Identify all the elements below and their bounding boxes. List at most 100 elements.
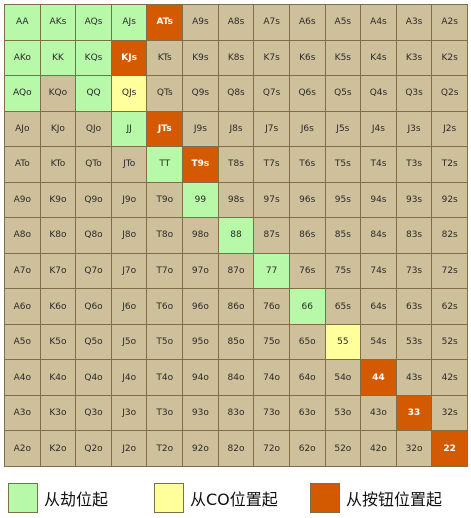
hand-cell: 93o — [182, 394, 219, 432]
hand-cell: 63s — [395, 288, 433, 325]
hand-cell: Q7o — [75, 252, 112, 290]
legend-swatch-button — [310, 483, 340, 513]
hand-cell: A9o — [4, 181, 41, 219]
hand-cell: 76s — [288, 252, 326, 290]
hand-cell: T7s — [253, 146, 290, 183]
hand-cell: A3s — [395, 4, 433, 41]
hand-cell: 55 — [324, 323, 362, 361]
hand-cell: 43o — [360, 394, 397, 432]
hand-cell: AQs — [75, 4, 112, 41]
legend-label-co: 从CO位置起 — [190, 490, 278, 509]
hand-cell: KTs — [146, 39, 184, 77]
legend-swatch-co — [154, 483, 184, 513]
hand-cell: 98s — [217, 181, 255, 219]
hand-cell: 98o — [182, 217, 219, 254]
hand-cell: T8o — [146, 217, 184, 254]
hand-cell: 32s — [431, 394, 468, 432]
hand-cell: A2o — [4, 430, 41, 467]
hand-cell: AJo — [4, 110, 41, 148]
hand-cell: Q4o — [75, 359, 112, 396]
hand-cell: QJs — [110, 75, 148, 112]
hand-cell: J6o — [110, 288, 148, 325]
hand-cell: K9s — [182, 39, 219, 77]
hand-cell: J7s — [253, 110, 290, 148]
hand-cell: A7s — [253, 4, 290, 41]
hand-cell: 64o — [288, 359, 326, 396]
hand-cell: 33 — [395, 394, 433, 432]
hand-cell: T5o — [146, 323, 184, 361]
hand-cell: 65s — [324, 288, 362, 325]
hand-cell: KQo — [39, 75, 77, 112]
hand-cell: Q2s — [431, 75, 468, 112]
hand-cell: J6s — [288, 110, 326, 148]
hand-cell: A6o — [4, 288, 41, 325]
hand-cell: A9s — [182, 4, 219, 41]
hand-cell: 85o — [217, 323, 255, 361]
hand-cell: Q7s — [253, 75, 290, 112]
hand-cell: K2o — [39, 430, 77, 467]
hand-cell: 62s — [431, 288, 468, 325]
hand-cell: Q5o — [75, 323, 112, 361]
hand-cell: J4o — [110, 359, 148, 396]
hand-cell: T9s — [182, 146, 219, 183]
hand-cell: 52o — [324, 430, 362, 467]
hand-cell: JTo — [110, 146, 148, 183]
hand-cell: QJo — [75, 110, 112, 148]
hand-cell: AKs — [39, 4, 77, 41]
hand-cell: 95o — [182, 323, 219, 361]
hand-cell: T2s — [431, 146, 468, 183]
hand-cell: 64s — [360, 288, 397, 325]
hand-cell: 74s — [360, 252, 397, 290]
hand-cell: 96s — [288, 181, 326, 219]
hand-cell: 83o — [217, 394, 255, 432]
hand-cell: AQo — [4, 75, 41, 112]
hand-cell: 96o — [182, 288, 219, 325]
hand-cell: T4s — [360, 146, 397, 183]
hand-cell: 53o — [324, 394, 362, 432]
legend-item-button: 从按钮位置起 — [310, 482, 442, 514]
hand-cell: A6s — [288, 4, 326, 41]
hand-cell: Q8s — [217, 75, 255, 112]
hand-cell: K7s — [253, 39, 290, 77]
hand-cell: 84o — [217, 359, 255, 396]
hand-cell: 74o — [253, 359, 290, 396]
legend-label-button: 从按钮位置起 — [346, 490, 443, 509]
hand-cell: K5s — [324, 39, 362, 77]
legend-label-early: 从劫位起 — [44, 490, 109, 509]
hand-cell: K3o — [39, 394, 77, 432]
hand-cell: JTs — [146, 110, 184, 148]
hand-cell: ATo — [4, 146, 41, 183]
hand-cell: 95s — [324, 181, 362, 219]
hand-cell: 77 — [253, 252, 290, 290]
hand-cell: AKo — [4, 39, 41, 77]
hand-cell: TT — [146, 146, 184, 183]
hand-cell: T6o — [146, 288, 184, 325]
hand-cell: 53s — [395, 323, 433, 361]
hand-cell: 82s — [431, 217, 468, 254]
hand-cell: Q5s — [324, 75, 362, 112]
hand-cell: A2s — [431, 4, 468, 41]
hand-cell: 72s — [431, 252, 468, 290]
hand-cell: T3s — [395, 146, 433, 183]
hand-cell: K7o — [39, 252, 77, 290]
hand-cell: T3o — [146, 394, 184, 432]
hand-cell: 22 — [431, 430, 468, 467]
hand-cell: J2o — [110, 430, 148, 467]
hand-cell: 85s — [324, 217, 362, 254]
hand-cell: 88 — [217, 217, 255, 254]
hand-cell: Q9o — [75, 181, 112, 219]
hand-cell: T8s — [217, 146, 255, 183]
hand-cell: J9o — [110, 181, 148, 219]
hand-cell: 62o — [288, 430, 326, 467]
hand-cell: J2s — [431, 110, 468, 148]
hand-cell: J9s — [182, 110, 219, 148]
hand-cell: J8o — [110, 217, 148, 254]
hand-cell: 43s — [395, 359, 433, 396]
hand-cell: 73o — [253, 394, 290, 432]
hand-cell: T7o — [146, 252, 184, 290]
hand-cell: Q2o — [75, 430, 112, 467]
hand-cell: A8o — [4, 217, 41, 254]
hand-cell: K2s — [431, 39, 468, 77]
hand-cell: T4o — [146, 359, 184, 396]
hand-cell: 94s — [360, 181, 397, 219]
